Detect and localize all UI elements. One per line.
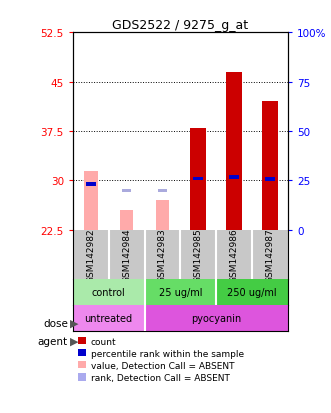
Bar xyxy=(122,189,131,193)
Text: 25 ug/ml: 25 ug/ml xyxy=(159,287,202,298)
Bar xyxy=(265,178,275,182)
Title: GDS2522 / 9275_g_at: GDS2522 / 9275_g_at xyxy=(112,19,249,32)
Text: untreated: untreated xyxy=(85,313,133,323)
Bar xyxy=(216,280,288,306)
Text: 250 ug/ml: 250 ug/ml xyxy=(227,287,277,298)
Legend: count, percentile rank within the sample, value, Detection Call = ABSENT, rank, : count, percentile rank within the sample… xyxy=(77,336,245,383)
Text: GSM142982: GSM142982 xyxy=(86,228,95,282)
Text: GSM142984: GSM142984 xyxy=(122,228,131,282)
Bar xyxy=(84,171,98,230)
Bar xyxy=(190,128,207,230)
Bar xyxy=(226,73,242,230)
Bar xyxy=(73,280,145,306)
Bar xyxy=(156,201,169,230)
Bar xyxy=(120,211,133,230)
Bar xyxy=(86,183,96,186)
Text: GSM142983: GSM142983 xyxy=(158,228,167,282)
Text: control: control xyxy=(92,287,125,298)
Text: ▶: ▶ xyxy=(70,336,78,346)
Bar xyxy=(262,102,278,230)
Text: ▶: ▶ xyxy=(70,318,78,328)
Text: dose: dose xyxy=(43,318,68,328)
Text: GSM142986: GSM142986 xyxy=(230,228,239,282)
Bar xyxy=(158,189,167,193)
Bar xyxy=(229,176,239,180)
Text: pyocyanin: pyocyanin xyxy=(191,313,241,323)
Text: GSM142985: GSM142985 xyxy=(194,228,203,282)
Text: GSM142987: GSM142987 xyxy=(265,228,274,282)
Bar xyxy=(145,306,288,331)
Bar xyxy=(73,306,145,331)
Bar xyxy=(145,280,216,306)
Bar xyxy=(194,177,203,181)
Text: agent: agent xyxy=(38,336,68,346)
